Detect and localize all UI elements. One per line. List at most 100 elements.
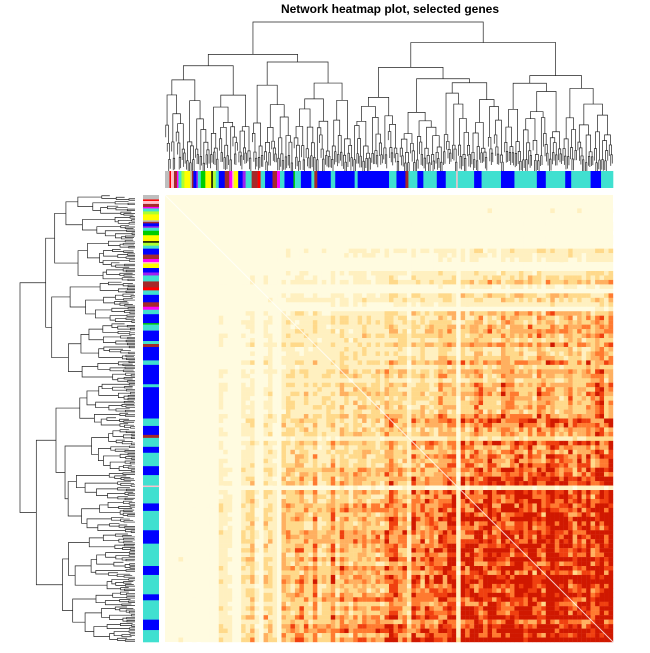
top-colorbar-turquoise xyxy=(245,171,252,188)
top-colorbar-blue xyxy=(335,171,355,188)
left-dendrogram xyxy=(19,195,135,642)
left-colorbar-purple xyxy=(143,226,159,229)
top-colorbar-red xyxy=(169,171,172,188)
top-colorbar-blue xyxy=(436,171,447,188)
top-colorbar-blue xyxy=(218,171,226,188)
top-colorbar-brown xyxy=(224,171,230,188)
left-colorbar-yellow xyxy=(143,235,159,242)
top-colorbar-black xyxy=(211,171,214,188)
top-colorbar-grey xyxy=(190,171,193,188)
left-colorbar-blue xyxy=(143,346,159,361)
top-colorbar-blue xyxy=(396,171,406,188)
left-colorbar-turquoise xyxy=(143,290,159,296)
top-colorbar-turquoise xyxy=(545,171,566,188)
top-colorbar-brown xyxy=(173,171,178,188)
top-colorbar-turquoise xyxy=(514,171,538,188)
top-colorbar-turquoise xyxy=(457,171,475,188)
left-colorbar-blue xyxy=(143,248,159,255)
top-colorbar-blue xyxy=(193,171,197,188)
left-colorbar-turquoise xyxy=(143,510,159,531)
top-colorbar-turquoise xyxy=(178,171,182,188)
top-colorbar-blue xyxy=(300,171,312,188)
top-colorbar-green xyxy=(200,171,206,188)
top-colorbar-blue xyxy=(417,171,424,188)
left-colorbar-blue xyxy=(143,446,159,454)
top-colorbar-blue xyxy=(357,171,390,188)
left-colorbar-blue xyxy=(143,619,159,631)
top-colorbar-turquoise xyxy=(260,171,266,188)
top-colorbar-brown xyxy=(405,171,409,188)
top-colorbar-brown xyxy=(272,171,278,188)
left-colorbar-turquoise xyxy=(143,630,159,643)
top-colorbar-blue xyxy=(474,171,482,188)
top-colorbar-turquoise xyxy=(215,171,220,188)
left-colorbar-blue xyxy=(143,530,159,544)
top-colorbar-brown xyxy=(191,171,194,188)
top-colorbar-blue xyxy=(265,171,273,188)
top-colorbar-purple xyxy=(242,171,246,188)
top-colorbar-yellow xyxy=(184,171,191,188)
left-colorbar-red xyxy=(143,287,159,291)
top-colorbar-magenta xyxy=(277,171,281,188)
top-colorbar-blue xyxy=(501,171,515,188)
heatmap-matrix xyxy=(164,194,614,643)
left-colorbar-brown xyxy=(143,221,159,224)
left-colorbar-turquoise xyxy=(143,275,159,282)
left-colorbar-turquoise xyxy=(143,360,159,366)
top-colorbar-pink xyxy=(170,171,175,188)
heatmap-diagonal xyxy=(164,194,614,643)
top-colorbar-turquoise xyxy=(601,171,614,188)
top-colorbar-turquoise xyxy=(330,171,336,188)
top-colorbar-purple xyxy=(196,171,199,188)
top-module-colorbar xyxy=(165,171,614,188)
top-colorbar-turquoise xyxy=(389,171,397,188)
top-colorbar-red xyxy=(257,171,261,188)
left-colorbar-pink xyxy=(143,262,159,264)
top-colorbar-turquoise xyxy=(294,171,302,188)
top-colorbar-yellow xyxy=(205,171,212,188)
left-colorbar-greenyellow xyxy=(143,211,159,215)
left-colorbar-green xyxy=(143,323,159,325)
left-colorbar-turquoise xyxy=(143,208,159,212)
left-colorbar-blue xyxy=(143,364,159,385)
top-colorbar-greenyellow xyxy=(181,171,185,188)
left-colorbar-pink xyxy=(143,200,159,205)
left-colorbar-grey xyxy=(143,195,159,200)
left-colorbar-yellow xyxy=(143,263,159,269)
left-colorbar-turquoise xyxy=(143,437,159,448)
top-colorbar-grey xyxy=(165,171,170,188)
left-colorbar-magenta xyxy=(143,306,159,311)
left-colorbar-turquoise xyxy=(143,227,159,232)
top-colorbar-blue xyxy=(238,171,243,188)
top-colorbar-turquoise xyxy=(354,171,358,188)
left-colorbar-pink xyxy=(143,485,159,488)
left-colorbar-magenta xyxy=(143,206,159,209)
top-colorbar-magenta xyxy=(176,171,179,188)
top-colorbar-blue xyxy=(565,171,572,188)
left-colorbar-blue xyxy=(143,268,159,273)
left-colorbar-turquoise xyxy=(143,574,159,595)
left-colorbar-blue xyxy=(143,223,159,227)
left-colorbar-brown xyxy=(143,302,159,308)
left-colorbar-turquoise xyxy=(143,384,159,388)
chart-title: Network heatmap plot, selected genes xyxy=(280,2,500,16)
top-colorbar-turquoise xyxy=(571,171,591,188)
top-colorbar-turquoise xyxy=(311,171,315,188)
left-colorbar-brown xyxy=(143,203,159,208)
left-colorbar-turquoise xyxy=(143,600,159,620)
left-colorbar-brown xyxy=(143,254,159,260)
left-colorbar-blue xyxy=(143,425,159,436)
left-colorbar-turquoise xyxy=(143,487,159,504)
top-colorbar-turquoise xyxy=(481,171,502,188)
top-colorbar-blue xyxy=(590,171,602,188)
left-colorbar-brown xyxy=(143,281,159,288)
top-colorbar-blue xyxy=(536,171,547,188)
left-colorbar-turquoise xyxy=(143,245,159,249)
top-colorbar-pink xyxy=(456,171,458,188)
top-colorbar-turquoise xyxy=(197,171,202,188)
top-dendrogram xyxy=(165,21,613,177)
top-colorbar-blue xyxy=(317,171,332,188)
left-colorbar-turquoise xyxy=(143,475,159,486)
left-colorbar-blue xyxy=(143,314,159,324)
